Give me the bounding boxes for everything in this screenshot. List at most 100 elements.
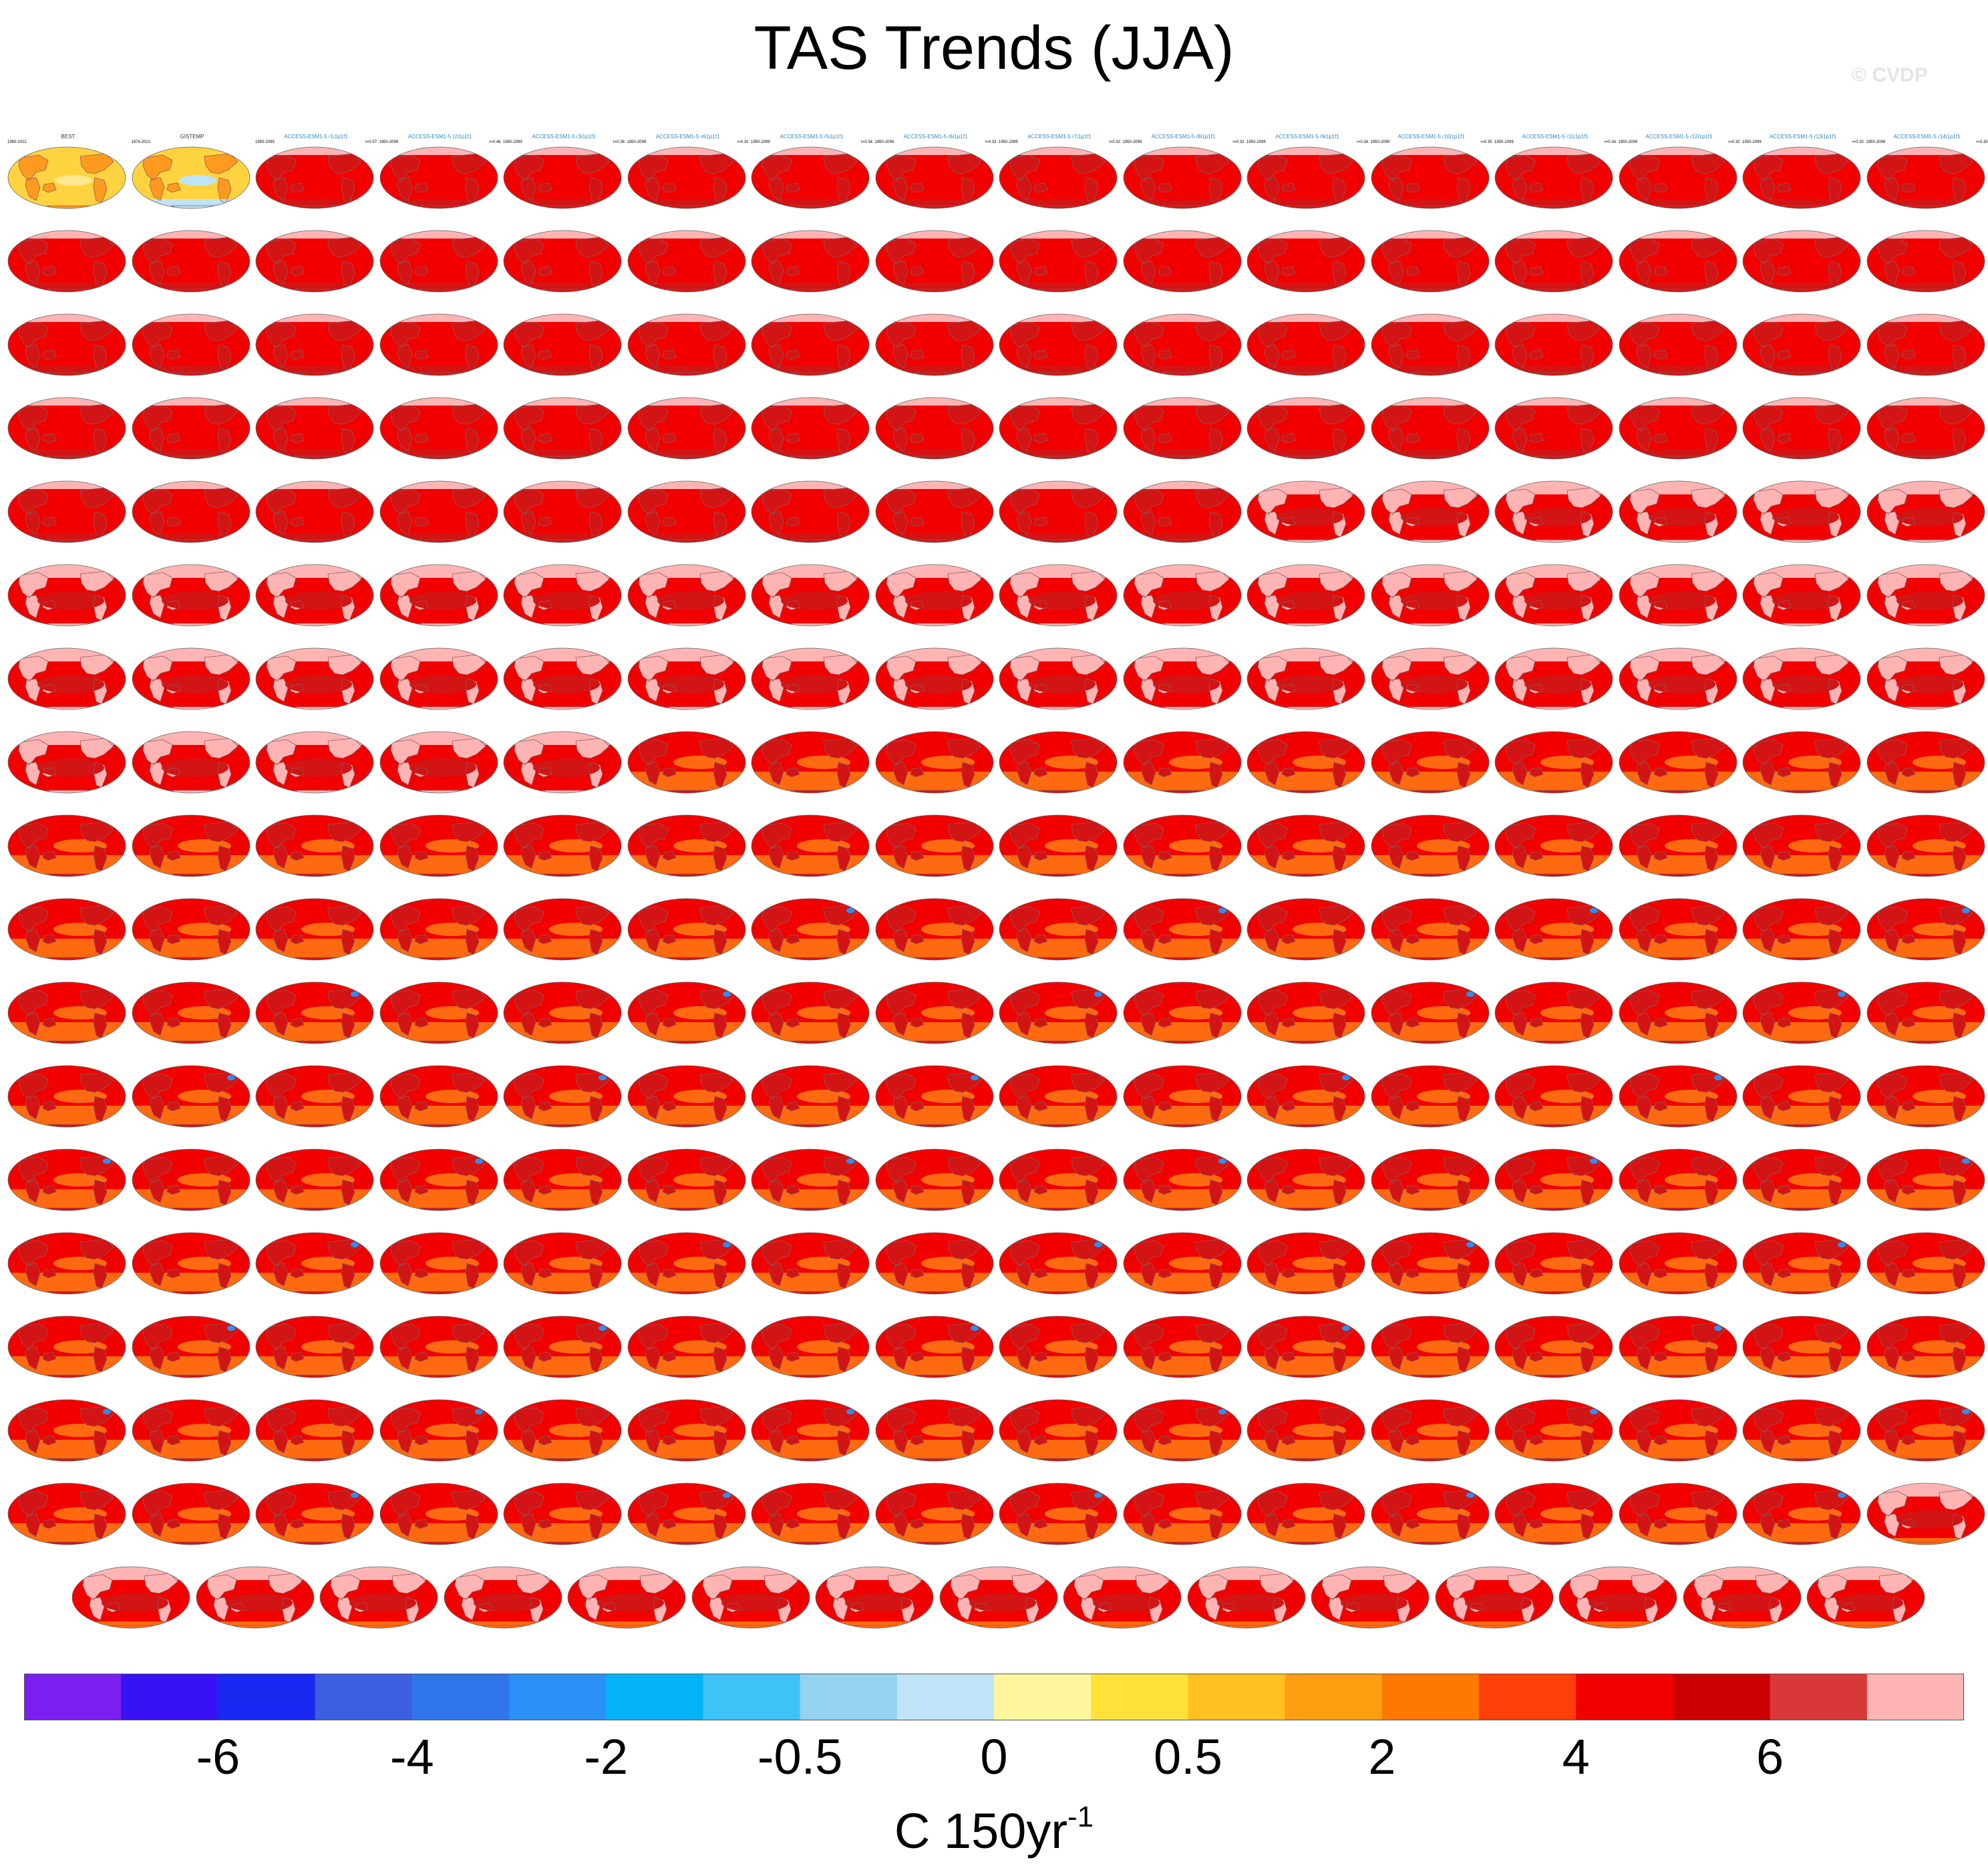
land-trend-area	[914, 1041, 961, 1044]
map-field	[256, 565, 373, 626]
map-panel	[1742, 802, 1864, 881]
map-field	[627, 398, 746, 459]
map-field	[256, 815, 373, 877]
land-trend-area	[1208, 261, 1222, 287]
map-panel	[750, 301, 873, 379]
coastline	[18, 488, 49, 515]
land-trend-area	[1782, 1291, 1828, 1294]
map-field	[999, 1233, 1117, 1294]
land-trend-area	[1282, 434, 1295, 443]
map-panel	[1246, 802, 1369, 881]
land-trend-area	[1140, 345, 1156, 367]
land-trend-area	[149, 512, 164, 534]
trend-map	[1247, 1232, 1365, 1295]
map-field	[8, 1233, 126, 1294]
map-field	[627, 1233, 746, 1294]
trend-map	[379, 230, 498, 293]
coastline	[397, 428, 412, 452]
land-trend-area	[886, 489, 916, 514]
coastline	[1405, 349, 1420, 360]
land-trend-area	[267, 489, 296, 514]
trend-map	[255, 731, 374, 794]
trend-map	[999, 1399, 1118, 1462]
trend-map	[1742, 1065, 1861, 1128]
trend-map	[1123, 647, 1241, 710]
trend-map	[7, 564, 126, 627]
map-panel	[1370, 1303, 1493, 1382]
map-panel	[750, 802, 873, 881]
map-panel	[1494, 969, 1617, 1048]
land-trend-area	[47, 707, 94, 710]
trend-map	[1494, 814, 1613, 877]
land-trend-area	[542, 1458, 589, 1461]
trend-map	[875, 1065, 993, 1128]
map-panel	[874, 468, 997, 547]
trend-map	[1619, 814, 1737, 877]
coastline	[397, 177, 412, 201]
map-field	[1123, 147, 1241, 208]
map-panel	[1742, 1136, 1864, 1215]
land-trend-area	[1286, 1375, 1333, 1378]
land-trend-area	[390, 489, 420, 514]
trend-map	[7, 898, 126, 961]
land-trend-area	[1581, 261, 1594, 287]
map-panel	[255, 1303, 377, 1382]
land-trend-area	[1085, 345, 1098, 370]
land-trend-area	[1410, 957, 1457, 960]
map-field	[1371, 230, 1489, 292]
map-field	[256, 314, 373, 375]
land-trend-area	[790, 623, 837, 626]
trend-map	[875, 313, 993, 376]
trend-map	[1742, 1315, 1861, 1378]
land-trend-area	[1410, 1208, 1457, 1211]
map-panel	[379, 1136, 502, 1215]
land-trend-area	[910, 350, 924, 359]
land-trend-area	[786, 267, 800, 276]
land-trend-area	[149, 178, 164, 200]
map-panel	[379, 1386, 502, 1465]
trend-map	[1866, 230, 1985, 293]
map-field	[1495, 398, 1613, 459]
coastline	[910, 182, 925, 193]
land-trend-area	[914, 790, 961, 793]
map-panel	[998, 635, 1121, 714]
trend-map	[751, 1399, 870, 1462]
coastline	[514, 154, 544, 181]
trend-map	[999, 1232, 1118, 1295]
land-trend-area	[1410, 540, 1457, 542]
map-boundary	[751, 480, 870, 543]
trend-map	[1866, 1148, 1985, 1211]
map-panel	[1742, 969, 1864, 1048]
map-boundary	[751, 230, 870, 293]
land-trend-area	[666, 1375, 713, 1378]
north-atlantic-cooling-area	[1838, 991, 1846, 997]
map-field	[1619, 1233, 1737, 1294]
coastline	[538, 266, 552, 277]
trend-map	[875, 1232, 993, 1295]
map-panel	[502, 384, 625, 463]
map-boundary	[7, 480, 126, 543]
map-field	[999, 481, 1117, 542]
southern-ocean-area	[1123, 366, 1241, 375]
land-trend-area	[217, 261, 231, 287]
map-field	[1743, 230, 1860, 292]
coastline	[520, 261, 536, 285]
trend-map	[132, 1483, 250, 1545]
map-boundary	[1742, 146, 1861, 209]
coastline	[1281, 349, 1296, 360]
southern-ocean-area	[132, 366, 250, 375]
land-trend-area	[1704, 261, 1718, 287]
map-panel	[502, 1386, 625, 1465]
map-panel	[379, 1052, 502, 1131]
land-trend-area	[1162, 623, 1209, 626]
trend-map	[1619, 647, 1737, 710]
trend-map	[1742, 731, 1861, 794]
panel-pattern-correlation: r=0.32	[1728, 140, 1740, 144]
land-trend-area	[1905, 707, 1953, 710]
trend-map	[1866, 313, 1985, 376]
land-trend-area	[538, 183, 552, 192]
north-atlantic-cooling-area	[1838, 1242, 1846, 1247]
land-trend-area	[662, 267, 676, 276]
land-trend-area	[1456, 178, 1470, 203]
map-field	[256, 1066, 373, 1127]
